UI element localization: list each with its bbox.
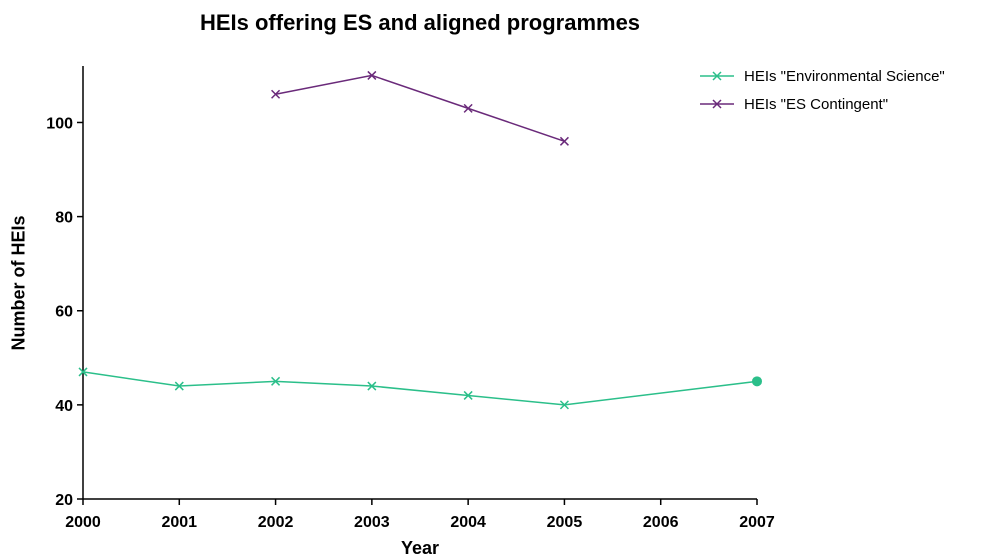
data-point-x-marker [271,89,281,99]
y-tick-label: 60 [55,304,73,321]
data-point-circle [752,376,762,387]
y-tick-label: 40 [55,398,73,415]
x-tick-label: 2002 [258,514,294,531]
plot-area [78,70,762,410]
legend-swatch-es-contingent [700,99,734,109]
legend-label-es-contingent: HEIs "ES Contingent" [744,95,889,113]
chart-title: HEIs offering ES and aligned programmes [199,10,641,35]
x-tick-label: 2004 [450,514,486,531]
x-axis-label: Year [400,538,440,558]
x-tick-label: 2005 [547,514,583,531]
x-tick-label: 2003 [354,514,390,531]
y-tick-label: 20 [55,492,73,509]
data-point-x-marker [78,367,88,377]
legend-swatch-environmental-science [700,71,734,81]
data-point-x-marker [174,381,184,391]
x-tick-label: 2006 [643,514,679,531]
legend: HEIs "Environmental Science" HEIs "ES Co… [700,62,945,118]
series-line-1 [275,74,565,143]
data-point-x-marker [367,70,377,80]
x-tick-label: 2001 [161,514,197,531]
data-point-x-marker [463,103,473,113]
legend-item-es-contingent: HEIs "ES Contingent" [700,90,945,118]
data-point-x-marker [559,400,569,410]
data-point-x-marker [367,381,377,391]
x-tick-label: 2007 [739,514,775,531]
data-point-x-marker [559,136,569,146]
legend-label-environmental-science: HEIs "Environmental Science" [744,67,945,85]
y-tick-label: 100 [46,115,73,132]
x-tick-label: 2000 [65,514,101,531]
axes: 20 40 60 80 100 2000 2001 2002 2003 2004 2005 2006 2… [46,66,775,531]
data-point-x-marker [271,376,281,386]
legend-item-environmental-science: HEIs "Environmental Science" [700,62,945,90]
y-tick-label: 80 [55,210,73,227]
series-line-0 [82,371,758,406]
data-point-x-marker [463,390,473,400]
